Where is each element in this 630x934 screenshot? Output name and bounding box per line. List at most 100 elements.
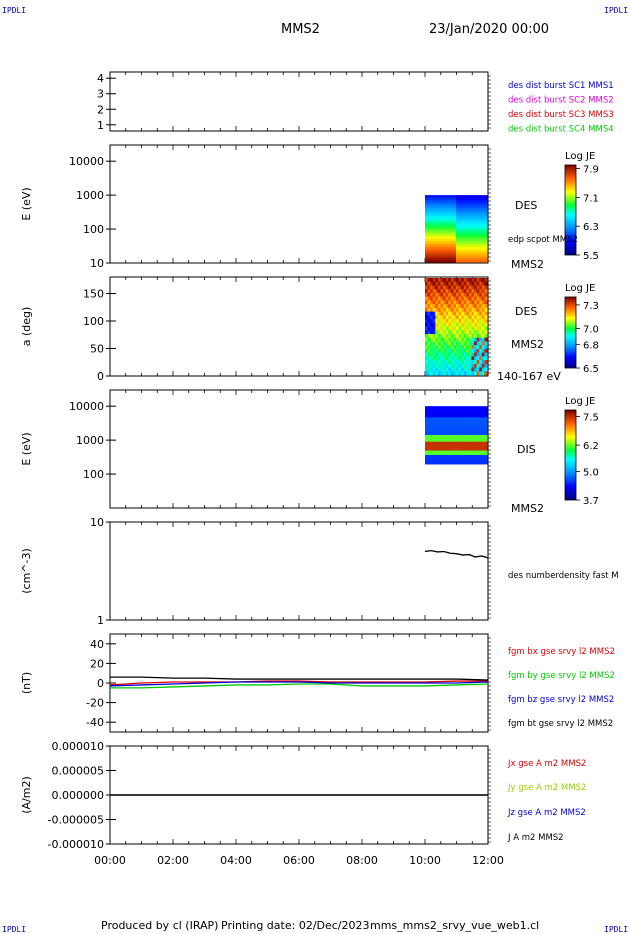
heatmap-cell [448, 439, 452, 443]
heatmap-cell [463, 345, 467, 350]
heatmap-cell [456, 243, 460, 248]
heatmap-cell [430, 461, 434, 465]
heatmap-cell [466, 241, 470, 245]
heatmap-cell [443, 220, 447, 225]
heatmap-cell [479, 437, 483, 441]
heatmap-cell [476, 459, 480, 463]
heatmap-cell [427, 461, 431, 465]
heatmap-cell [463, 446, 467, 449]
heatmap-cell [481, 223, 486, 227]
heatmap-cell [479, 419, 483, 423]
heatmap-cell [461, 412, 465, 416]
heatmap-cell [448, 367, 452, 372]
heatmap-cell [466, 454, 470, 458]
heatmap-cell [453, 307, 457, 313]
heatmap-cell [432, 249, 436, 253]
heatmap-cell [435, 259, 439, 263]
heatmap-cell [484, 197, 488, 201]
heatmap-cell [425, 289, 429, 294]
heatmap-cell [476, 410, 480, 414]
heatmap-cell [448, 337, 452, 343]
heatmap-cell [435, 439, 439, 443]
heatmap-cell [430, 457, 434, 461]
heatmap-cell [443, 406, 447, 410]
heatmap-cell [474, 452, 478, 456]
heatmap-cell [432, 459, 436, 463]
heatmap-cell [481, 322, 486, 328]
heatmap-cell [437, 367, 442, 372]
heatmap-cell [425, 443, 429, 447]
heatmap-cell [427, 371, 431, 376]
heatmap-cell [463, 315, 467, 320]
heatmap-cell [471, 406, 475, 410]
heatmap-cell [474, 304, 478, 309]
heatmap-cell [430, 421, 434, 425]
heatmap-cell [443, 296, 447, 301]
heatmap-cell [432, 202, 436, 207]
heatmap-cell [430, 333, 434, 339]
heatmap-cell [474, 289, 478, 294]
heatmap-cell [437, 207, 442, 212]
heatmap-cell [445, 341, 449, 346]
heatmap-cell [437, 307, 442, 313]
heatmap-cell [443, 423, 447, 427]
heatmap-cell [437, 243, 442, 248]
heatmap-cell [479, 218, 483, 222]
heatmap-cell [476, 341, 480, 346]
heatmap-cell [456, 448, 460, 452]
heatmap-cell [448, 356, 452, 361]
heatmap-cell [468, 218, 473, 222]
heatmap-cell [466, 419, 470, 423]
heatmap-cell [479, 441, 483, 445]
heatmap-cell [481, 410, 486, 414]
heatmap-cell [476, 419, 480, 423]
heatmap-cell [458, 322, 462, 328]
heatmap-cell [461, 437, 465, 441]
series-line [109, 681, 489, 687]
heatmap-cell [427, 202, 431, 207]
heatmap-cell [484, 412, 488, 416]
heatmap-cell [458, 197, 462, 201]
heatmap-cell [437, 428, 442, 432]
heatmap-cell [435, 330, 439, 335]
heatmap-cell [468, 426, 473, 429]
heatmap-cell [443, 352, 447, 357]
heatmap-cell [440, 254, 444, 258]
legend-entry: des numberdensity fast M [508, 571, 619, 581]
heatmap-cell [432, 236, 436, 240]
y-tick-label: 150 [83, 288, 104, 301]
heatmap-cell [484, 246, 488, 250]
heatmap-cell [445, 256, 449, 261]
heatmap-cell [430, 419, 434, 423]
heatmap-cell [453, 461, 457, 465]
heatmap-cell [435, 412, 439, 416]
heatmap-cell [448, 307, 452, 313]
heatmap-cell [474, 278, 478, 283]
heatmap-cell [471, 231, 475, 235]
heatmap-cell [440, 423, 444, 427]
heatmap-cell [450, 457, 455, 461]
heatmap-cell [427, 249, 431, 253]
heatmap-cell [461, 241, 465, 245]
heatmap-cell [471, 249, 475, 253]
heatmap-cell [474, 259, 478, 263]
heatmap-cell [484, 454, 488, 458]
heatmap-cell [448, 304, 452, 309]
heatmap-cell [432, 319, 436, 324]
heatmap-cell [476, 319, 480, 324]
heatmap-cell [432, 197, 436, 201]
heatmap-cell [474, 441, 478, 445]
heatmap-cell [440, 210, 444, 214]
heatmap-cell [432, 448, 436, 452]
heatmap-cell [484, 311, 488, 316]
heatmap-cell [471, 304, 475, 309]
heatmap-cell [427, 341, 431, 346]
heatmap-cell [425, 417, 429, 421]
heatmap-cell [440, 241, 444, 245]
heatmap-cell [479, 289, 483, 294]
heatmap-cell [453, 202, 457, 207]
heatmap-cell [456, 352, 460, 357]
heatmap-cell [427, 443, 431, 447]
heatmap-cell [440, 367, 444, 372]
heatmap-cell [468, 300, 473, 305]
